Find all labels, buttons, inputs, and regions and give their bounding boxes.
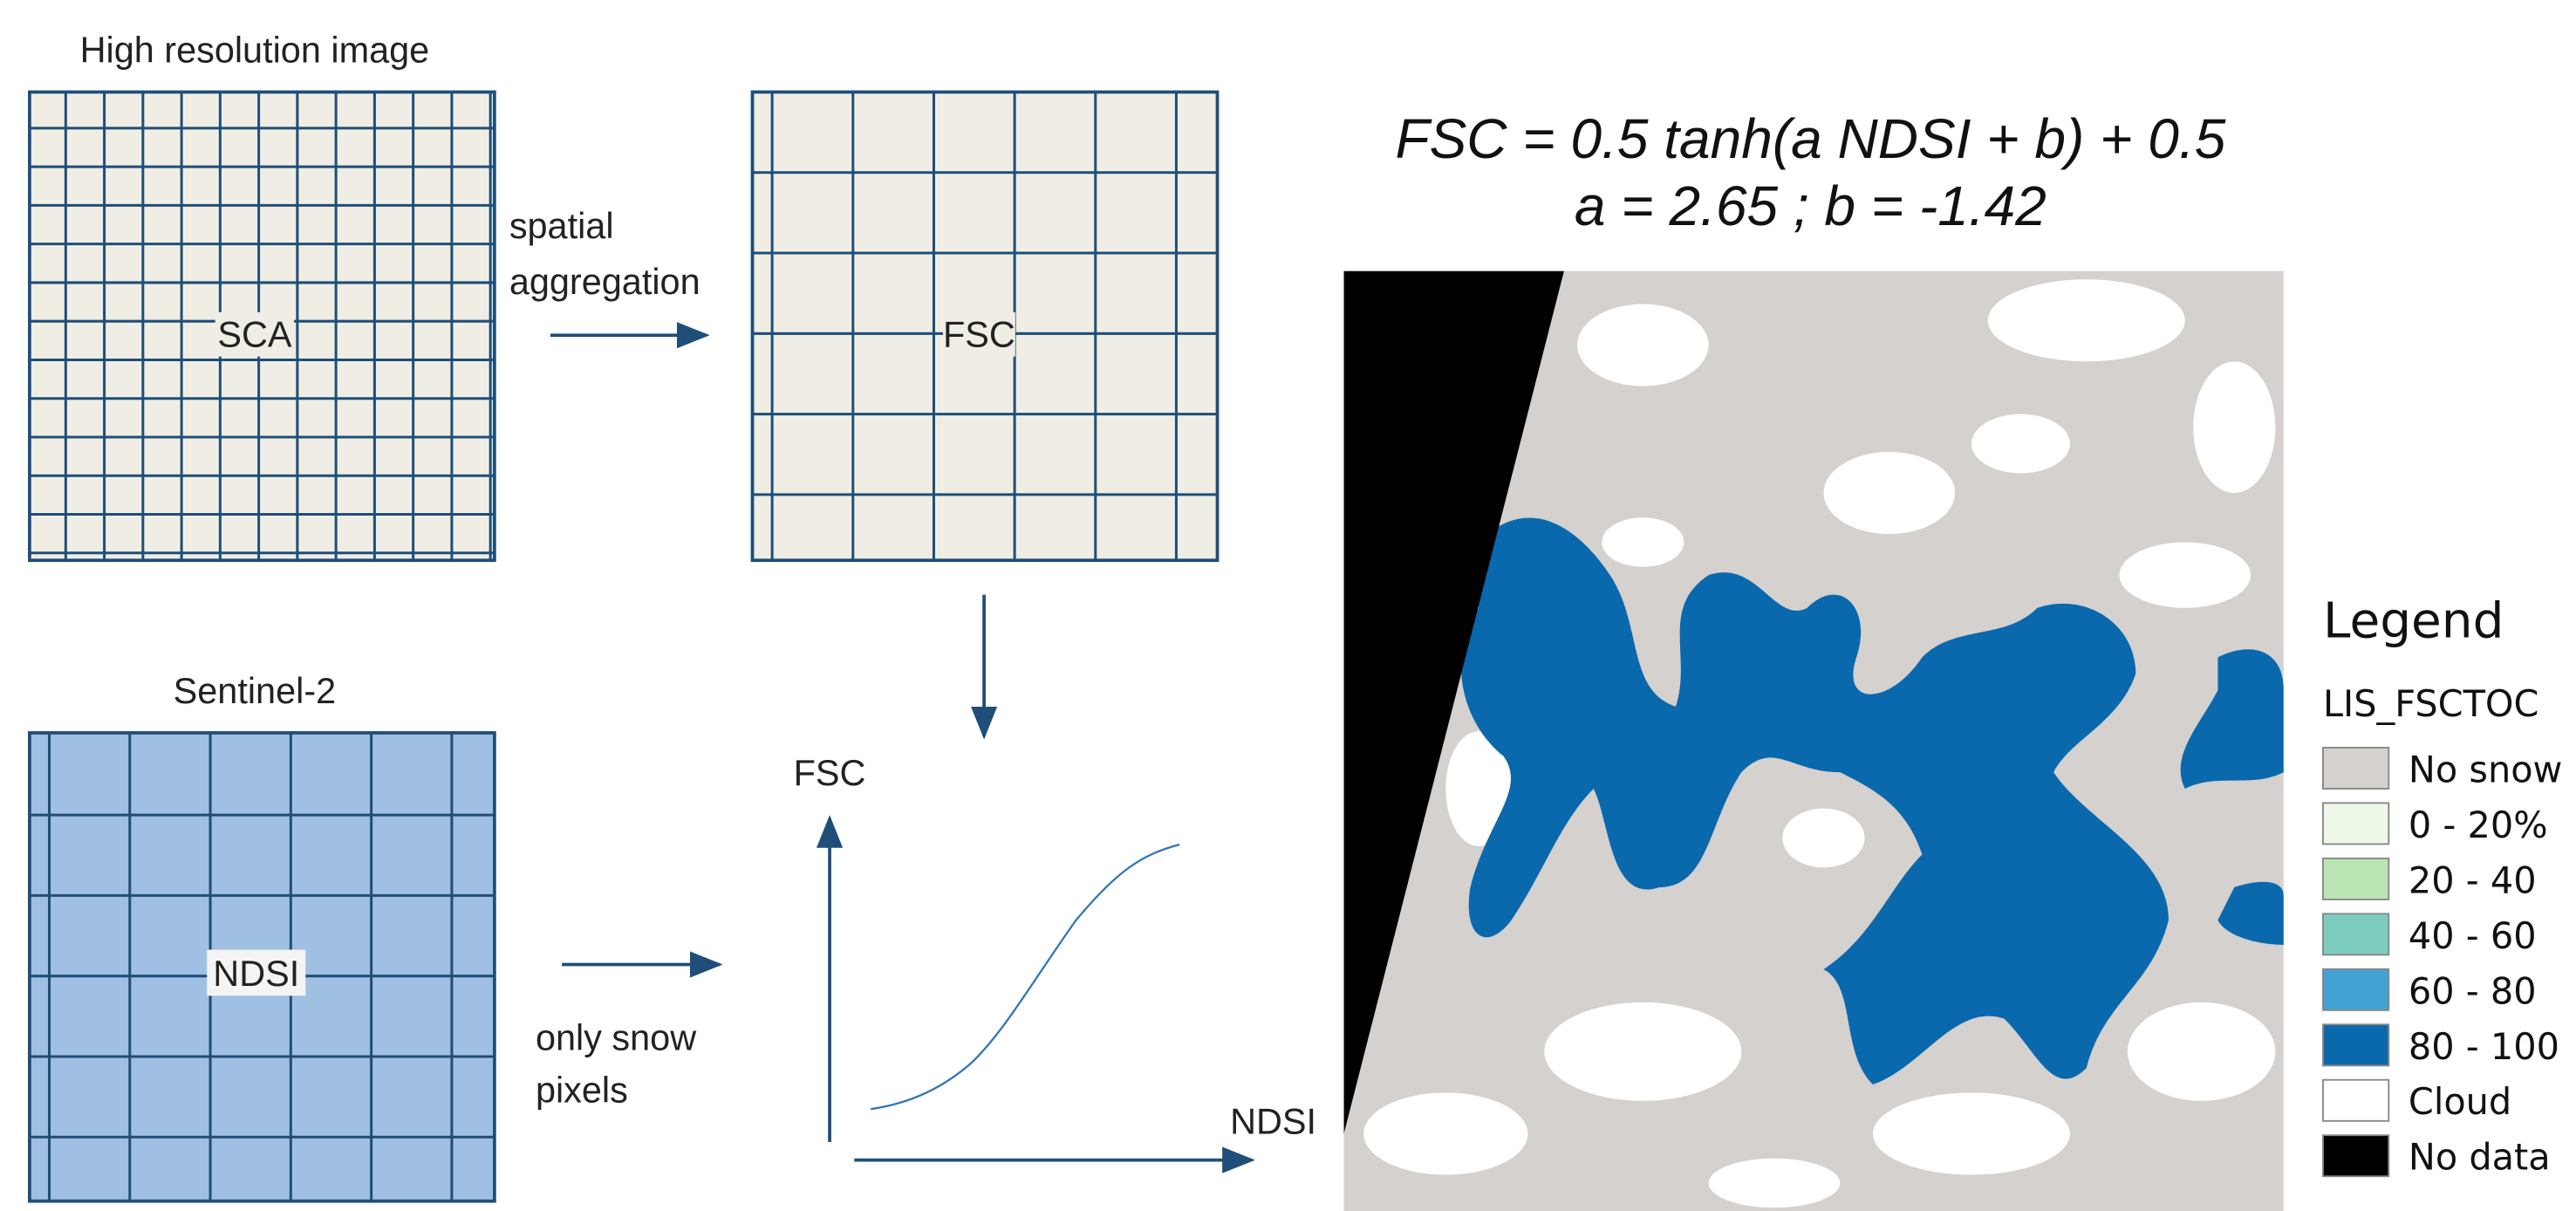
ndsi-label: NDSI	[213, 953, 299, 994]
legend-label: No data	[2409, 1137, 2551, 1179]
sca-label: SCA	[217, 313, 292, 354]
snow-only-label: only snow	[536, 1016, 697, 1057]
legend-layer: LIS_FSCTOC	[2323, 683, 2538, 725]
label-bg	[215, 311, 295, 357]
legend-swatch	[2322, 968, 2390, 1011]
legend-label: 80 - 100	[2409, 1026, 2559, 1068]
snow-only-label: pixels	[536, 1070, 628, 1111]
legend-swatch	[2322, 746, 2390, 790]
aggregation-label: aggregation	[509, 261, 700, 302]
legend-title: Legend	[2323, 593, 2504, 650]
legend-swatch	[2322, 1023, 2390, 1067]
legend-label: 20 - 40	[2409, 859, 2537, 901]
sentinel-title: Sentinel-2	[174, 670, 337, 711]
legend-items: No snow 0 - 20% 20 - 40 40 - 60 60 - 80 80 - …	[2322, 746, 2563, 1179]
legend-label: 40 - 60	[2409, 915, 2537, 957]
legend-label: 0 - 20%	[2409, 804, 2548, 846]
legend-label: Cloud	[2409, 1081, 2511, 1123]
formula: a = 2.65 ; b = -1.42	[1575, 174, 2046, 237]
formula: FSC = 0.5 tanh(a NDSI + b) + 0.5	[1395, 107, 2225, 170]
fsc-grid-label: FSC	[943, 313, 1015, 354]
legend-swatch	[2322, 857, 2390, 900]
sigmoid-curve	[870, 843, 1180, 1111]
snow-map	[1343, 270, 2284, 1211]
label-bg	[207, 949, 306, 996]
graph-x-label: NDSI	[1230, 1100, 1316, 1141]
legend-swatch	[2322, 1134, 2390, 1178]
legend-swatch	[2322, 913, 2390, 956]
legend-swatch	[2322, 802, 2390, 845]
legend-swatch	[2322, 1078, 2390, 1122]
legend-label: No snow	[2409, 749, 2563, 790]
legend-label: 60 - 80	[2409, 970, 2537, 1012]
high-res-title: High resolution image	[80, 30, 430, 71]
graph-y-label: FSC	[794, 752, 866, 793]
aggregation-label: spatial	[509, 205, 614, 246]
label-bg	[943, 311, 1015, 357]
